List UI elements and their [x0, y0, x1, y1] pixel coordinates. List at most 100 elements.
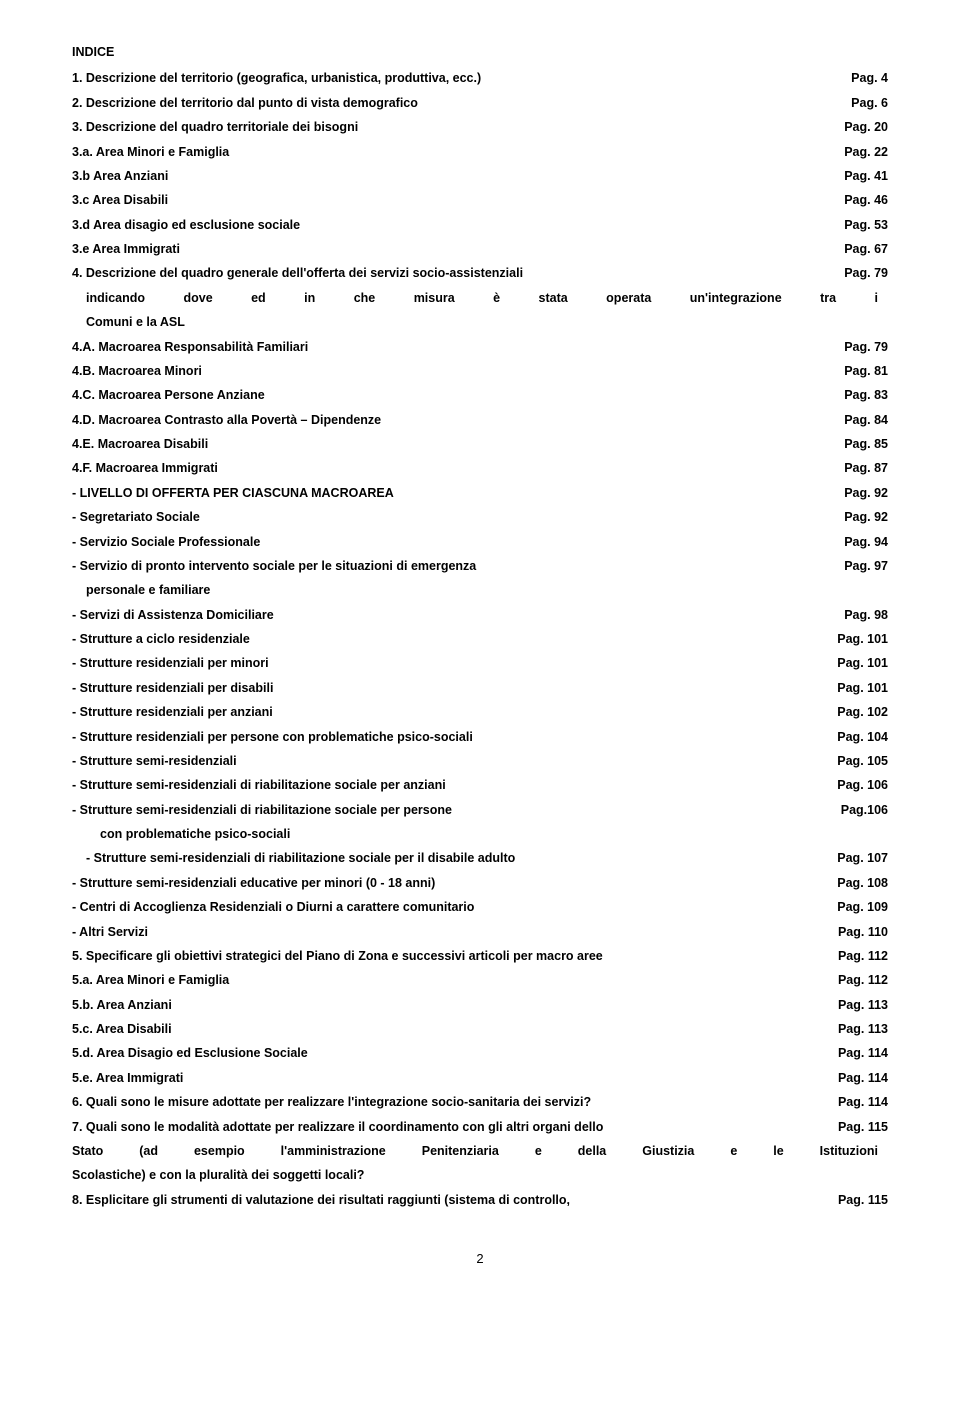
toc-label: Scolastiche) e con la pluralità dei sogg… [72, 1163, 888, 1187]
toc-page: Pag. 94 [844, 530, 888, 554]
toc-label: - Segretariato Sociale [72, 505, 844, 529]
toc-row: 4.C. Macroarea Persone AnzianePag. 83 [72, 383, 888, 407]
toc-row: - Centri di Accoglienza Residenziali o D… [72, 895, 888, 919]
toc-row: 8. Esplicitare gli strumenti di valutazi… [72, 1188, 888, 1212]
toc-page: Pag. 108 [837, 871, 888, 895]
toc-page: Pag. 101 [837, 627, 888, 651]
toc-page: Pag. 92 [844, 481, 888, 505]
toc-label: 5.a. Area Minori e Famiglia [72, 968, 838, 992]
toc-label: con problematiche psico-sociali [100, 822, 888, 846]
toc-row: con problematiche psico-sociali [72, 822, 888, 846]
toc-label: Stato (ad esempio l'amministrazione Peni… [72, 1139, 888, 1163]
toc-label: Comuni e la ASL [86, 310, 888, 334]
toc-row: - Strutture residenziali per minoriPag. … [72, 651, 888, 675]
toc-label: 3.d Area disagio ed esclusione sociale [72, 213, 844, 237]
toc-label: - Strutture residenziali per anziani [72, 700, 837, 724]
toc-label: 5.c. Area Disabili [72, 1017, 838, 1041]
toc-label: - Strutture semi-residenziali di riabili… [86, 846, 837, 870]
toc-label: 5. Specificare gli obiettivi strategici … [72, 944, 838, 968]
toc-label: 2. Descrizione del territorio dal punto … [72, 91, 851, 115]
toc-row: 3.b Area AnzianiPag. 41 [72, 164, 888, 188]
toc-page: Pag. 79 [844, 261, 888, 285]
toc-page: Pag. 81 [844, 359, 888, 383]
toc-row: - Strutture semi-residenziali di riabili… [72, 773, 888, 797]
toc-label: 3.b Area Anziani [72, 164, 844, 188]
toc-label: personale e familiare [86, 578, 888, 602]
toc-row: 4.A. Macroarea Responsabilità FamiliariP… [72, 335, 888, 359]
toc-row: 1. Descrizione del territorio (geografic… [72, 66, 888, 90]
toc-page: Pag. 85 [844, 432, 888, 456]
toc-page: Pag. 79 [844, 335, 888, 359]
toc-label: - Strutture semi-residenziali [72, 749, 837, 773]
toc-row: 3.a. Area Minori e FamigliaPag. 22 [72, 140, 888, 164]
toc-label: 1. Descrizione del territorio (geografic… [72, 66, 851, 90]
toc-row: 4. Descrizione del quadro generale dell'… [72, 261, 888, 285]
toc-page: Pag. 92 [844, 505, 888, 529]
toc-row: 3.d Area disagio ed esclusione socialePa… [72, 213, 888, 237]
toc-page: Pag. 113 [838, 993, 888, 1017]
toc-row: 4.D. Macroarea Contrasto alla Povertà – … [72, 408, 888, 432]
toc-page: Pag. 105 [837, 749, 888, 773]
toc-label: 3.e Area Immigrati [72, 237, 844, 261]
toc-row: 2. Descrizione del territorio dal punto … [72, 91, 888, 115]
toc-page: Pag. 84 [844, 408, 888, 432]
toc-label: 4.A. Macroarea Responsabilità Familiari [72, 335, 844, 359]
toc-page: Pag. 113 [838, 1017, 888, 1041]
toc-label: 4.D. Macroarea Contrasto alla Povertà – … [72, 408, 844, 432]
toc-label: 5.b. Area Anziani [72, 993, 838, 1017]
toc-label: - Strutture semi-residenziali di riabili… [72, 798, 841, 822]
toc-label: indicando dove ed in che misura è stata … [86, 286, 888, 310]
toc-page: Pag. 20 [844, 115, 888, 139]
toc-page: Pag. 83 [844, 383, 888, 407]
toc-page: Pag. 67 [844, 237, 888, 261]
toc-page: Pag. 115 [838, 1188, 888, 1212]
toc-label: - Strutture residenziali per minori [72, 651, 837, 675]
toc-row: - Strutture residenziali per persone con… [72, 725, 888, 749]
toc-page: Pag. 107 [837, 846, 888, 870]
toc-row: 7. Quali sono le modalità adottate per r… [72, 1115, 888, 1139]
toc-page: Pag. 106 [837, 773, 888, 797]
toc-page: Pag. 101 [837, 651, 888, 675]
toc-row: - Altri ServiziPag. 110 [72, 920, 888, 944]
toc-row: 5.a. Area Minori e FamigliaPag. 112 [72, 968, 888, 992]
toc-label: - Centri di Accoglienza Residenziali o D… [72, 895, 837, 919]
toc-page: Pag. 102 [837, 700, 888, 724]
toc-page: Pag. 109 [837, 895, 888, 919]
toc-row: 3.e Area ImmigratiPag. 67 [72, 237, 888, 261]
toc-label: 4.E. Macroarea Disabili [72, 432, 844, 456]
toc-row: - Servizio di pronto intervento sociale … [72, 554, 888, 578]
toc-row: - Segretariato SocialePag. 92 [72, 505, 888, 529]
toc-row: 3. Descrizione del quadro territoriale d… [72, 115, 888, 139]
toc-row: - Strutture semi-residenzialiPag. 105 [72, 749, 888, 773]
toc-page: Pag. 114 [838, 1066, 888, 1090]
toc-row: Scolastiche) e con la pluralità dei sogg… [72, 1163, 888, 1187]
toc-page: Pag. 87 [844, 456, 888, 480]
toc-row: 6. Quali sono le misure adottate per rea… [72, 1090, 888, 1114]
toc-label: - Strutture residenziali per disabili [72, 676, 837, 700]
toc-label: 7. Quali sono le modalità adottate per r… [72, 1115, 838, 1139]
toc-row: personale e familiare [72, 578, 888, 602]
toc-page: Pag. 4 [851, 66, 888, 90]
toc-label: 6. Quali sono le misure adottate per rea… [72, 1090, 838, 1114]
toc-label: - Strutture semi-residenziali educative … [72, 871, 837, 895]
toc-label: - Servizio di pronto intervento sociale … [72, 554, 844, 578]
toc-row: 3.c Area DisabiliPag. 46 [72, 188, 888, 212]
toc-page: Pag. 46 [844, 188, 888, 212]
toc-row: - Strutture a ciclo residenzialePag. 101 [72, 627, 888, 651]
toc-row: - Strutture semi-residenziali di riabili… [72, 846, 888, 870]
toc-page: Pag. 6 [851, 91, 888, 115]
toc-page: Pag. 114 [838, 1090, 888, 1114]
toc-row: 4.E. Macroarea DisabiliPag. 85 [72, 432, 888, 456]
toc-row: 5.e. Area ImmigratiPag. 114 [72, 1066, 888, 1090]
toc-label: - LIVELLO DI OFFERTA PER CIASCUNA MACROA… [72, 481, 844, 505]
toc-page: Pag. 101 [837, 676, 888, 700]
toc-page: Pag.106 [841, 798, 888, 822]
toc-row: 4.B. Macroarea MinoriPag. 81 [72, 359, 888, 383]
toc-row: - Servizi di Assistenza DomiciliarePag. … [72, 603, 888, 627]
toc-label: 5.d. Area Disagio ed Esclusione Sociale [72, 1041, 838, 1065]
toc-row: Comuni e la ASL [72, 310, 888, 334]
toc-page: Pag. 97 [844, 554, 888, 578]
toc-label: - Servizi di Assistenza Domiciliare [72, 603, 844, 627]
toc-label: 4.B. Macroarea Minori [72, 359, 844, 383]
index-title: INDICE [72, 40, 888, 64]
